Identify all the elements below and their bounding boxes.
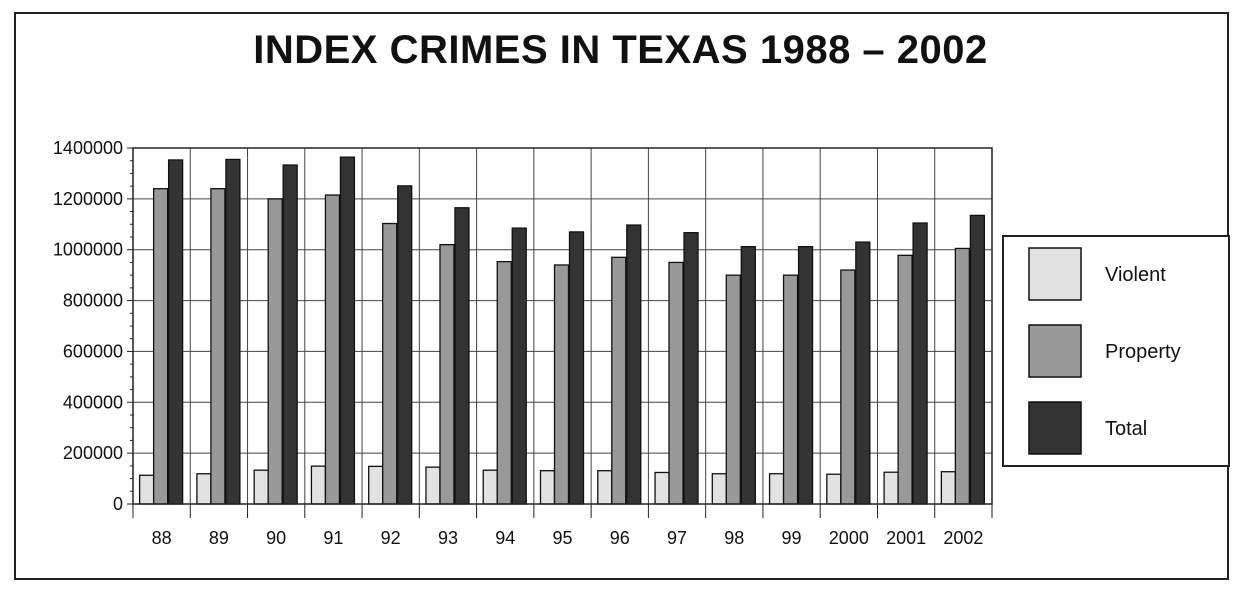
bar-total-90 — [282, 164, 298, 505]
x-tick-label: 2000 — [829, 528, 869, 548]
bar-violent-93 — [425, 466, 441, 505]
bar-total-2001 — [912, 222, 928, 505]
bar-violent-89 — [196, 473, 212, 505]
y-tick-label: 1000000 — [53, 240, 123, 260]
bar-total-93 — [454, 207, 470, 505]
bar-property-93 — [439, 243, 455, 505]
bar-total-88 — [167, 159, 184, 505]
bar-property-88 — [152, 188, 169, 505]
bar-violent-98 — [711, 473, 727, 505]
bar-violent-2002 — [940, 471, 957, 505]
bar-property-96 — [611, 256, 627, 505]
bar-violent-2001 — [883, 471, 899, 505]
bar-total-98 — [740, 246, 756, 505]
legend-swatch-property — [1028, 324, 1082, 378]
bar-property-91 — [324, 194, 341, 505]
bar-property-2000 — [840, 269, 856, 505]
bar-property-89 — [210, 188, 226, 505]
x-tick-label: 88 — [152, 528, 172, 548]
y-tick-label: 1400000 — [53, 138, 123, 158]
legend-label-total: Total — [1105, 418, 1147, 440]
x-tick-label: 92 — [381, 528, 401, 548]
bar-total-2002 — [969, 214, 986, 505]
bar-total-97 — [683, 232, 699, 505]
bar-property-2002 — [954, 247, 971, 505]
bars — [138, 156, 986, 505]
axes: 0 200000 400000 600000 800000 1000000 1200000 1… — [53, 138, 993, 548]
bar-property-92 — [382, 222, 398, 505]
x-tick-label: 96 — [610, 528, 630, 548]
bar-property-98 — [725, 274, 741, 505]
legend-swatch-total — [1028, 401, 1082, 455]
y-tick-label: 400000 — [63, 392, 123, 412]
x-tick-label: 91 — [323, 528, 343, 548]
bar-property-2001 — [897, 254, 913, 505]
bar-total-2000 — [855, 241, 871, 505]
bar-violent-90 — [253, 469, 269, 505]
y-tick-label: 0 — [113, 494, 123, 514]
bar-violent-99 — [768, 473, 785, 505]
bar-total-96 — [626, 224, 642, 505]
legend-label-property: Property — [1105, 341, 1181, 363]
bar-total-91 — [339, 156, 356, 505]
y-tick-label: 200000 — [63, 443, 123, 463]
legend: Violent Property Total — [1002, 235, 1230, 467]
x-tick-label: 99 — [782, 528, 802, 548]
bar-property-95 — [553, 264, 570, 505]
bar-property-90 — [267, 198, 283, 505]
bar-violent-2000 — [826, 473, 842, 505]
bar-total-89 — [225, 158, 241, 505]
x-tick-label: 2001 — [886, 528, 926, 548]
bar-violent-96 — [597, 470, 613, 505]
x-tick-label: 2002 — [943, 528, 983, 548]
bar-total-94 — [511, 227, 527, 505]
x-tick-label: 97 — [667, 528, 687, 548]
x-tick-label: 98 — [724, 528, 744, 548]
bar-total-92 — [397, 185, 413, 505]
bar-total-95 — [568, 231, 585, 505]
bar-violent-88 — [138, 474, 155, 505]
bar-violent-95 — [539, 470, 556, 505]
y-tick-label: 600000 — [63, 341, 123, 361]
y-tick-label: 800000 — [63, 291, 123, 311]
bar-property-94 — [496, 261, 512, 505]
plot-border — [132, 147, 993, 505]
x-tick-label: 93 — [438, 528, 458, 548]
bar-property-99 — [782, 274, 799, 505]
x-tick-label: 95 — [552, 528, 572, 548]
bar-violent-92 — [368, 465, 384, 505]
x-tick-label: 94 — [495, 528, 515, 548]
bar-violent-94 — [482, 469, 498, 505]
x-tick-label: 90 — [266, 528, 286, 548]
bar-violent-91 — [310, 465, 327, 505]
bar-violent-97 — [654, 471, 670, 505]
bar-property-97 — [668, 261, 684, 505]
chart-title: INDEX CRIMES IN TEXAS 1988 – 2002 — [253, 28, 988, 72]
bar-total-99 — [797, 246, 814, 505]
legend-label-violent: Violent — [1105, 264, 1166, 286]
x-tick-label: 89 — [209, 528, 229, 548]
y-tick-label: 1200000 — [53, 189, 123, 209]
legend-swatch-violent — [1028, 247, 1082, 301]
